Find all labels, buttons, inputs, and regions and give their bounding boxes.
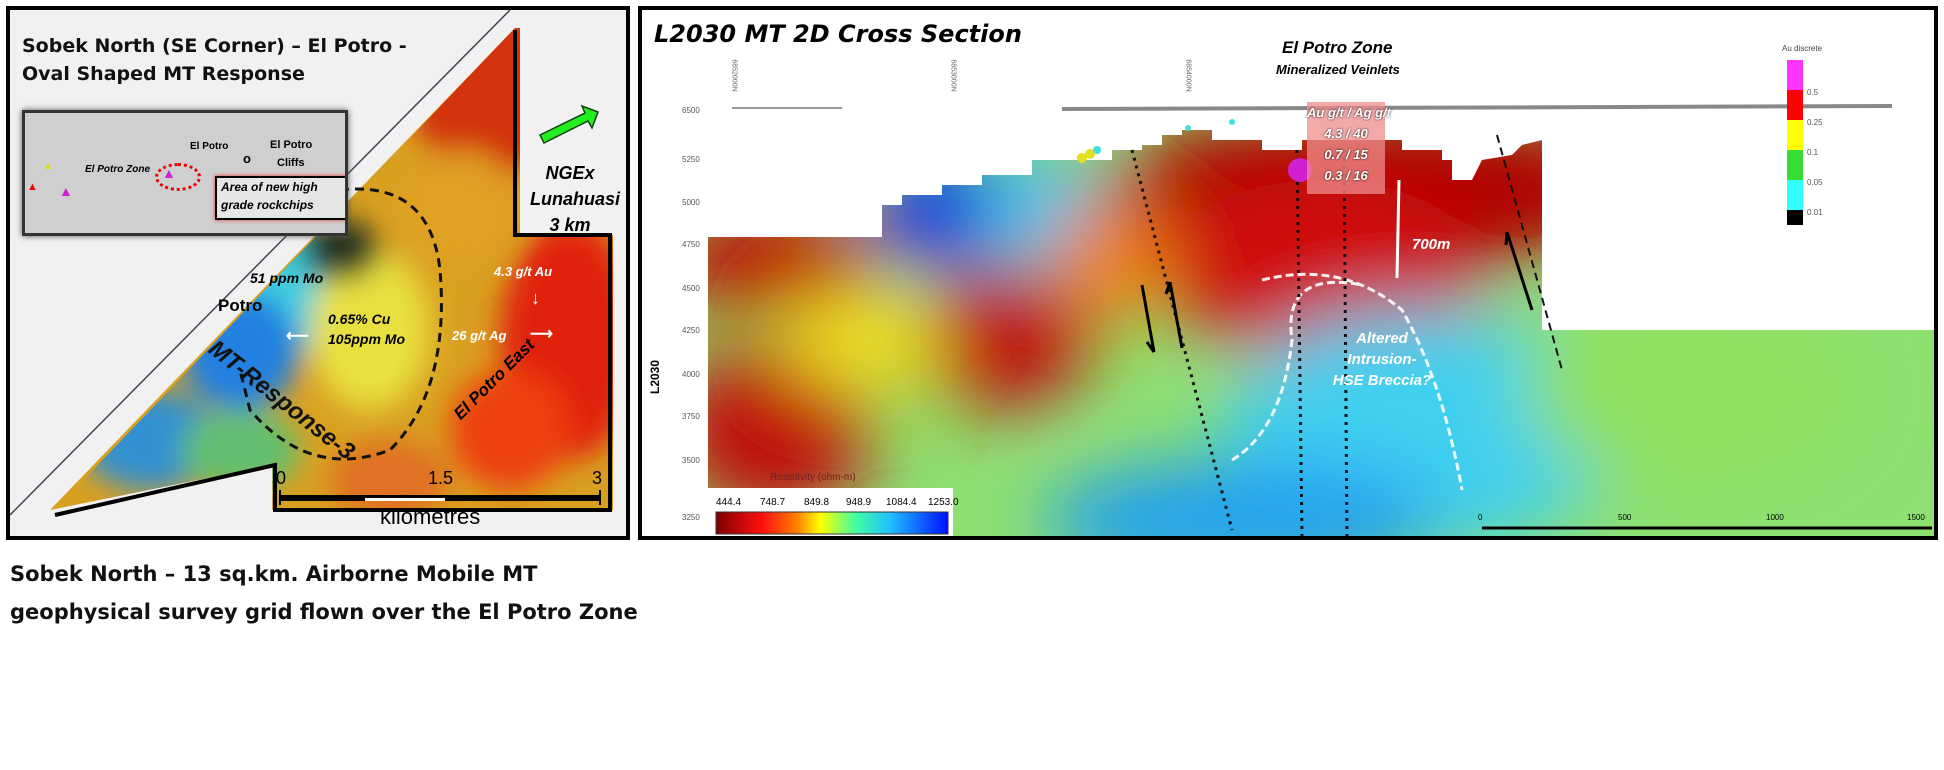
resistivity-colorbar (715, 511, 949, 535)
fault-line (1130, 149, 1234, 531)
elevation-tick: 3250 (682, 513, 700, 522)
annotation-mo-105: 105ppm Mo (328, 331, 406, 347)
au-legend-value: 0.5 (1807, 88, 1819, 97)
lunahuasi-line3: 3 km (549, 215, 591, 235)
map-panel: Sobek North (SE Corner) – El Potro - Ova… (6, 6, 630, 540)
direction-arrow-icon (538, 104, 599, 145)
au-legend-value: 0.05 (1807, 178, 1823, 187)
inset-label-zone: El Potro Zone (85, 164, 150, 175)
fault-arrow-up-icon (1164, 281, 1184, 349)
triangle-marker-icon: ▲ (43, 161, 53, 172)
inset-label-el-potro: El Potro (190, 141, 229, 152)
triangle-marker-icon: ▲ (162, 165, 176, 181)
assay-table: Au g/t / Ag g/t 4.3 / 40 0.7 / 15 0.3 / … (1307, 102, 1391, 194)
callout-line2: grade rockchips (221, 198, 314, 212)
inset-label-cliffs-2: Cliffs (277, 157, 305, 169)
triangle-marker-icon: ▲ (27, 181, 38, 193)
scale-unit: kilometres (380, 504, 481, 529)
mt-map (10, 10, 613, 517)
assay-marker (1288, 158, 1312, 182)
lunahuasi-label: NGEx Lunahuasi 3 km (530, 160, 621, 238)
legend-value: 444.4 (716, 497, 742, 508)
au-legend-title: Au discrete (1782, 44, 1823, 53)
scale-tick: 1000 (1766, 513, 1784, 522)
section-title: L2030 MT 2D Cross Section (654, 20, 1022, 48)
zone-subtitle: Mineralized Veinlets (1276, 62, 1400, 77)
scale-tick: 1500 (1907, 513, 1925, 522)
assay-row: 0.3 / 16 (1324, 168, 1368, 183)
legend-value: 1084.4 (886, 497, 917, 508)
zone-title: El Potro Zone (1282, 38, 1393, 57)
inset-label-cliffs-1: El Potro (270, 139, 313, 151)
legend-value: 748.7 (760, 497, 786, 508)
elevation-tick: 3750 (682, 412, 700, 421)
au-legend-value: 0.25 (1807, 118, 1823, 127)
scale-tick-1-5: 1.5 (428, 468, 454, 488)
cross-section-panel: L2030 MT 2D Cross Section El Potro Zone … (638, 6, 1938, 540)
annotation-au: 4.3 g/t Au (494, 264, 553, 279)
scale-tick: 0 (1478, 513, 1483, 522)
map-title-line2: Oval Shaped MT Response (22, 63, 305, 85)
fault-line (1496, 134, 1563, 371)
intrusion-outline (1231, 272, 1464, 491)
map-title-line1: Sobek North (SE Corner) – El Potro - (22, 35, 407, 57)
intrusion-line1: Altered (1356, 330, 1408, 347)
annotation-ag: 26 g/t Ag (452, 328, 507, 343)
legend-value: 948.9 (846, 497, 872, 508)
zone-ellipse (155, 163, 201, 191)
triangle-marker-icon: ▲ (59, 183, 73, 199)
top-tick: 6852000N (730, 59, 738, 92)
drill-trace (1295, 149, 1304, 536)
assay-row: 0.7 / 15 (1324, 147, 1368, 162)
elevation-tick: 4500 (682, 284, 700, 293)
intrusion-label: Altered Intrusion- HSE Breccia? (1327, 328, 1437, 391)
mt-response-outline (238, 187, 443, 461)
assay-header: Au g/t / Ag g/t (1307, 105, 1391, 120)
caption-line2: geophysical survey grid flown over the E… (10, 600, 638, 624)
elevation-tick: 4750 (682, 240, 700, 249)
resistivity-legend-title: Resistivity (ohm-m) (770, 472, 856, 483)
circle-marker-icon: o (243, 151, 251, 166)
depth-arrow (1395, 179, 1401, 279)
cross-section-plot (708, 60, 1934, 536)
arrow-left-icon: ⟵ (286, 328, 309, 345)
top-tick: 6853000N (949, 59, 957, 92)
rockchips-callout: Area of new high grade rockchips (215, 176, 345, 220)
annotation-cu: 0.65% Cu (328, 311, 391, 327)
depth-label: 700m (1412, 236, 1451, 253)
arrow-right-icon: ⟶ (530, 326, 553, 343)
arrow-down-icon: ↓ (531, 288, 540, 308)
scale-tick: 500 (1618, 513, 1632, 522)
axis-label: L2030 (648, 359, 663, 395)
fault-arrow-up-icon (1504, 231, 1534, 311)
elevation-tick: 4250 (682, 326, 700, 335)
top-tick: 6854000N (1184, 59, 1192, 92)
fault-arrow-down-icon (1140, 284, 1156, 353)
scale-tick-3: 3 (592, 468, 603, 488)
elevation-tick: 6500 (682, 106, 700, 115)
legend-value: 1253.0 (928, 497, 959, 508)
elevation-tick: 5250 (682, 155, 700, 164)
intrusion-line3: HSE Breccia? (1332, 372, 1432, 389)
map-title: Sobek North (SE Corner) – El Potro - Ova… (22, 32, 407, 88)
intrusion-line2: Intrusion- (1347, 351, 1417, 368)
location-inset-map: El Potro El Potro Cliffs El Potro Zone ▲… (22, 110, 348, 236)
lunahuasi-line2: Lunahuasi (530, 189, 621, 209)
drill-trace (1342, 149, 1349, 536)
elevation-tick: 3500 (682, 456, 700, 465)
annotation-potro: Potro (218, 296, 263, 315)
assay-row: 4.3 / 40 (1324, 126, 1368, 141)
scale-tick-0: 0 (276, 468, 287, 488)
elevation-tick: 5000 (682, 198, 700, 207)
au-legend-value: 0.01 (1807, 208, 1823, 217)
caption-line1: Sobek North – 13 sq.km. Airborne Mobile … (10, 562, 538, 586)
figure-caption: Sobek North – 13 sq.km. Airborne Mobile … (10, 555, 638, 631)
annotation-mo-51: 51 ppm Mo (250, 270, 324, 286)
lunahuasi-line1: NGEx (545, 163, 595, 183)
elevation-tick: 4000 (682, 370, 700, 379)
legend-value: 849.8 (804, 497, 830, 508)
callout-line1: Area of new high (221, 180, 318, 194)
au-legend-value: 0.1 (1807, 148, 1819, 157)
